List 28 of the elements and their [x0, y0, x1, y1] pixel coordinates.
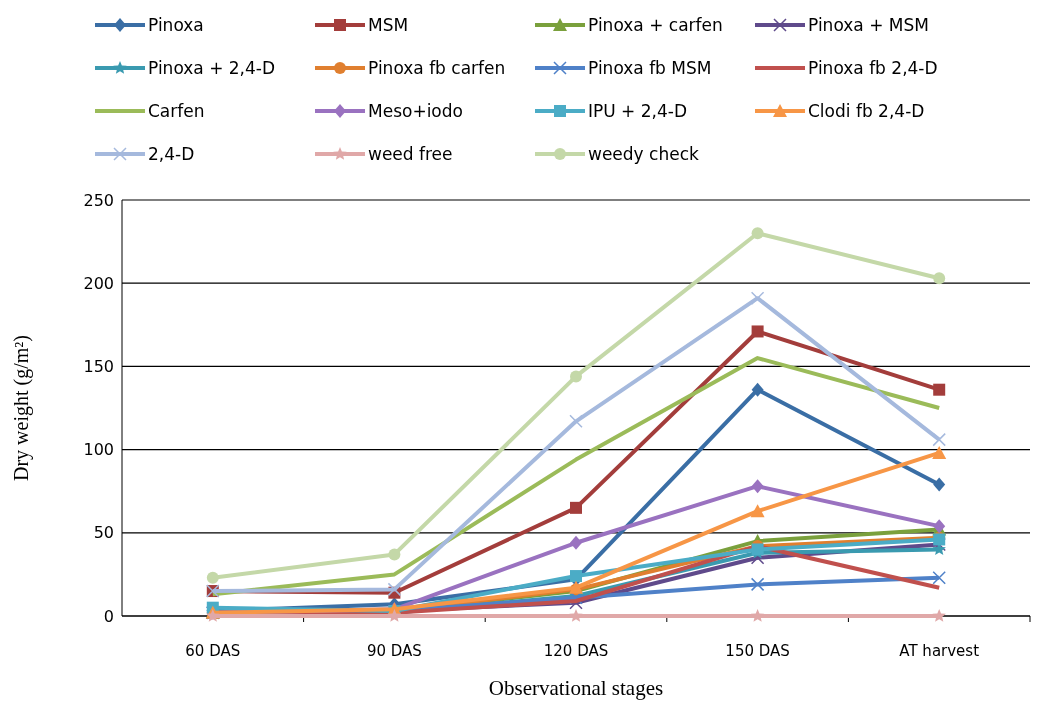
- legend-label: 2,4-D: [148, 143, 195, 164]
- legend-label: IPU + 2,4-D: [588, 100, 688, 121]
- legend-label: Pinoxa: [148, 14, 204, 35]
- legend-label: Pinoxa + 2,4-D: [148, 57, 276, 78]
- legend-label: Meso+iodo: [368, 100, 463, 121]
- legend-label: Pinoxa + MSM: [808, 14, 929, 35]
- x-axis-title: Observational stages: [488, 676, 664, 700]
- legend-label: Pinoxa + carfen: [588, 14, 723, 35]
- legend-label: weed free: [368, 143, 453, 164]
- legend-label: Pinoxa fb carfen: [368, 57, 506, 78]
- y-tick-label: 50: [93, 523, 114, 543]
- x-tick-label: 120 DAS: [543, 642, 609, 660]
- y-tick-label: 250: [83, 190, 114, 210]
- x-tick-label: AT harvest: [899, 642, 980, 660]
- y-tick-label: 150: [83, 357, 114, 376]
- legend-label: weedy check: [588, 143, 699, 164]
- legend-label: Carfen: [148, 100, 205, 121]
- legend-label: Pinoxa fb MSM: [588, 57, 712, 78]
- y-tick-label: 100: [83, 440, 114, 460]
- y-tick-label: 200: [83, 273, 114, 293]
- x-tick-label: 150 DAS: [725, 642, 790, 660]
- x-tick-label: 60 DAS: [185, 642, 241, 660]
- x-tick-label: 90 DAS: [366, 642, 422, 660]
- y-tick-label: 0: [103, 606, 114, 626]
- legend-label: Clodi fb 2,4-D: [808, 100, 925, 121]
- legend-label: MSM: [368, 14, 409, 35]
- y-axis-title: Dry weight (g/m²): [10, 335, 33, 481]
- legend-label: Pinoxa fb 2,4-D: [808, 57, 938, 78]
